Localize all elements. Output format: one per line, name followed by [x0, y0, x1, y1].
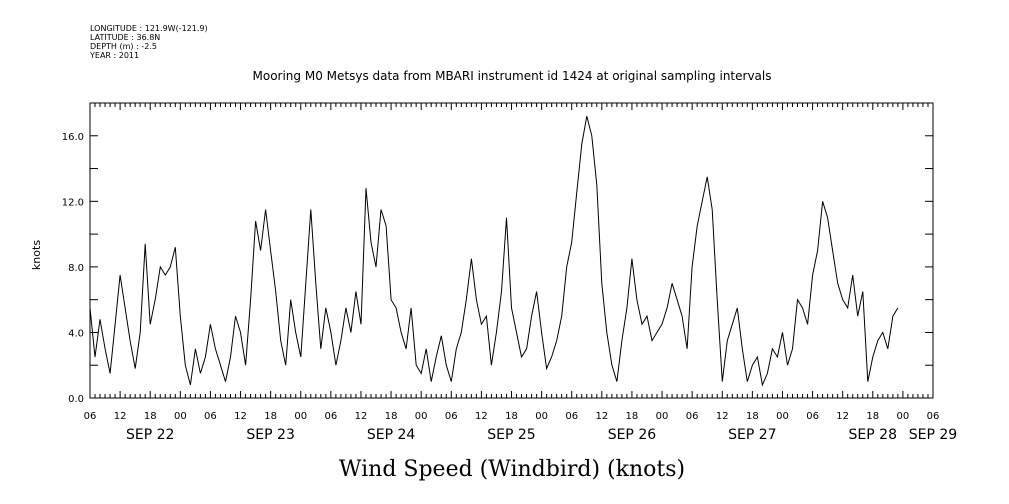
x-tick-label: 18 [626, 411, 639, 422]
metadata-block: LONGITUDE : 121.9W(-121.9) LATITUDE : 36… [89, 24, 208, 60]
x-tick-label: 06 [84, 411, 97, 422]
x-tick-label: 18 [866, 411, 879, 422]
x-day-label: SEP 23 [246, 427, 294, 443]
meta-longitude: LONGITUDE : 121.9W(-121.9) [90, 24, 208, 33]
x-axis-caption: Wind Speed (Windbird) (knots) [339, 457, 685, 482]
x-day-label: SEP 29 [909, 427, 957, 443]
y-tick-label: 8.0 [68, 263, 84, 274]
wind-speed-series-line [89, 115, 899, 387]
x-tick-label: 00 [415, 411, 428, 422]
x-tick-label: 06 [445, 411, 458, 422]
x-tick-label: 06 [927, 411, 940, 422]
x-axis-ticks: 06 12 18 00 06 12 18 00 06 12 18 00 06 12 18 00 06 12 18 00… [84, 103, 957, 443]
x-tick-label: 18 [505, 411, 518, 422]
x-tick-label: 00 [776, 411, 789, 422]
y-tick-label: 4.0 [68, 328, 84, 339]
x-tick-label: 12 [716, 411, 729, 422]
x-tick-label: 00 [294, 411, 307, 422]
x-tick-label: 18 [264, 411, 277, 422]
x-tick-label: 06 [565, 411, 578, 422]
x-tick-label: 00 [897, 411, 910, 422]
meta-depth: DEPTH (m) : -2.5 [90, 42, 157, 51]
x-tick-label: 06 [806, 411, 819, 422]
chart-title: Mooring M0 Metsys data from MBARI instru… [253, 69, 772, 83]
x-tick-label: 00 [535, 411, 548, 422]
y-tick-label: 12.0 [62, 197, 84, 208]
x-day-label: SEP 27 [728, 427, 776, 443]
x-day-label: SEP 24 [367, 427, 416, 443]
meta-year: YEAR : 2011 [89, 51, 139, 60]
x-day-label: SEP 26 [608, 427, 657, 443]
x-tick-label: 18 [144, 411, 157, 422]
x-tick-label: 12 [836, 411, 849, 422]
y-axis-ticks: 0.0 4.0 8.0 12.0 16.0 [62, 102, 933, 405]
y-tick-label: 0.0 [68, 394, 84, 405]
x-tick-label: 12 [595, 411, 608, 422]
x-tick-label: 00 [174, 411, 187, 422]
x-day-label: SEP 28 [849, 427, 897, 443]
x-day-label: SEP 22 [126, 427, 174, 443]
meta-latitude: LATITUDE : 36.8N [90, 33, 160, 42]
x-tick-label: 12 [114, 411, 127, 422]
x-tick-label: 00 [656, 411, 669, 422]
x-tick-label: 06 [686, 411, 699, 422]
x-day-label: SEP 25 [487, 427, 535, 443]
y-tick-label: 16.0 [62, 132, 84, 143]
x-tick-label: 18 [385, 411, 398, 422]
x-tick-label: 12 [234, 411, 247, 422]
x-tick-label: 06 [204, 411, 217, 422]
series-group [89, 115, 899, 387]
x-tick-label: 12 [475, 411, 488, 422]
x-tick-label: 12 [355, 411, 368, 422]
y-axis-label: knots [30, 240, 43, 270]
x-tick-label: 06 [324, 411, 337, 422]
x-tick-label: 18 [746, 411, 759, 422]
